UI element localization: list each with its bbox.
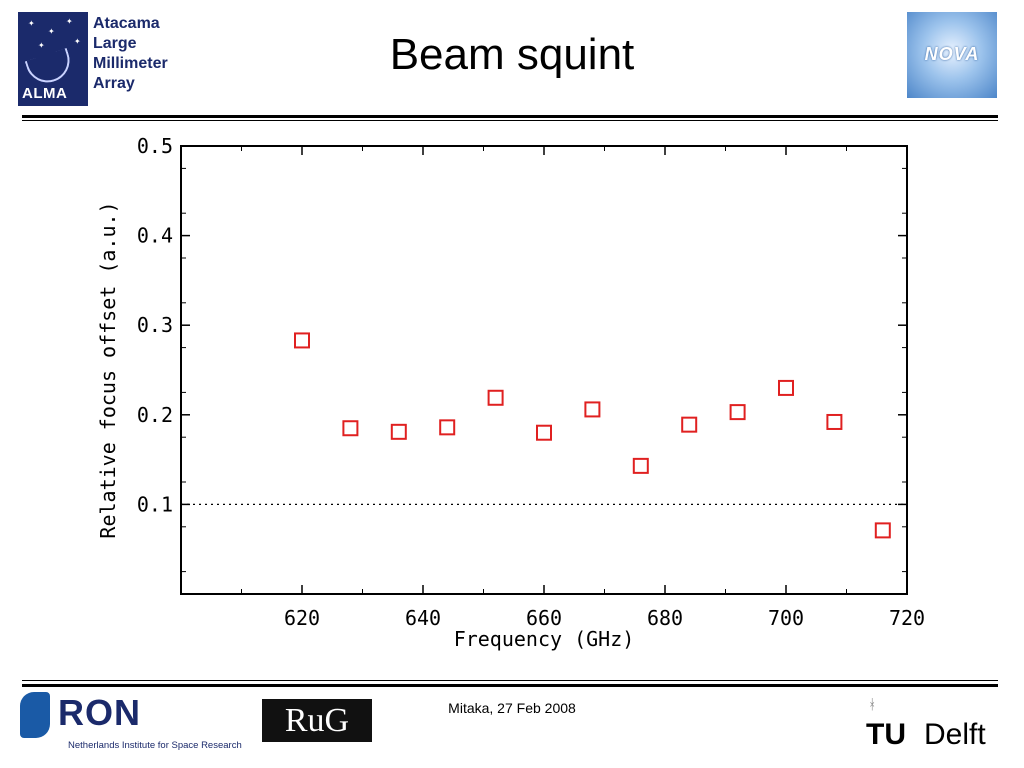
x-tick-label: 640 [405, 606, 441, 630]
y-tick-label: 0.4 [137, 224, 173, 248]
y-tick-label: 0.1 [137, 492, 173, 516]
footer-date: Mitaka, 27 Feb 2008 [448, 700, 576, 716]
alma-name-line: Large [93, 35, 137, 52]
data-point [874, 522, 891, 539]
data-point [294, 332, 310, 349]
slide-title: Beam squint [389, 30, 635, 79]
data-point [681, 416, 698, 433]
data-point [342, 420, 359, 437]
data-point [536, 424, 552, 441]
alma-name-line: Array [93, 75, 135, 92]
data-point [778, 379, 794, 396]
y-tick-label: 0.3 [137, 313, 173, 337]
data-point [487, 389, 504, 406]
x-tick-label: 720 [889, 606, 925, 630]
sron-logo-text: RON [58, 692, 141, 733]
x-tick-label: 700 [768, 606, 804, 630]
y-tick-label: 0.5 [137, 134, 173, 158]
footer-divider [22, 684, 998, 687]
x-tick-label: 660 [526, 606, 562, 630]
x-tick-label: 620 [284, 606, 320, 630]
alma-full-name: Atacama Large Millimeter Array [93, 14, 168, 94]
nova-logo-text: NOVA [924, 44, 980, 64]
tudelft-delft: Delft [924, 718, 986, 751]
flame-icon: ᚼ [868, 696, 877, 712]
data-point [632, 457, 649, 474]
data-point [584, 401, 601, 418]
scatter-chart: 0.1 0.2 0.3 0.4 0.5 620 640 660 680 700 720 Frequen… [96, 134, 925, 651]
sron-logo: RON Netherlands Institute for Space Rese… [20, 692, 260, 754]
data-point [390, 423, 407, 440]
tudelft-tu: TU [866, 718, 906, 751]
header-divider-thin [22, 120, 998, 121]
x-tick-label: 680 [647, 606, 683, 630]
header-divider [22, 115, 998, 118]
tudelft-logo: ᚼ TU Delft [866, 694, 1000, 752]
data-point [826, 413, 843, 430]
data-point [729, 404, 746, 421]
alma-logo: ✦ ✦ ✦ ✦ ✦ ALMA [18, 12, 88, 106]
nova-logo: NOVA [907, 12, 997, 98]
sron-s-icon [20, 692, 50, 738]
data-point [439, 419, 456, 436]
alma-name-line: Millimeter [93, 55, 168, 72]
x-axis-label: Frequency (GHz) [454, 627, 635, 651]
plot-frame [180, 145, 908, 595]
y-tick-label: 0.2 [137, 403, 173, 427]
y-axis-label: Relative focus offset (a.u.) [96, 201, 120, 538]
alma-name-line: Atacama [93, 15, 160, 32]
alma-logo-text: ALMA [22, 85, 68, 102]
footer-divider-thin [22, 680, 998, 681]
sron-subtitle: Netherlands Institute for Space Research [68, 740, 242, 751]
rug-logo: RuG [262, 699, 372, 742]
